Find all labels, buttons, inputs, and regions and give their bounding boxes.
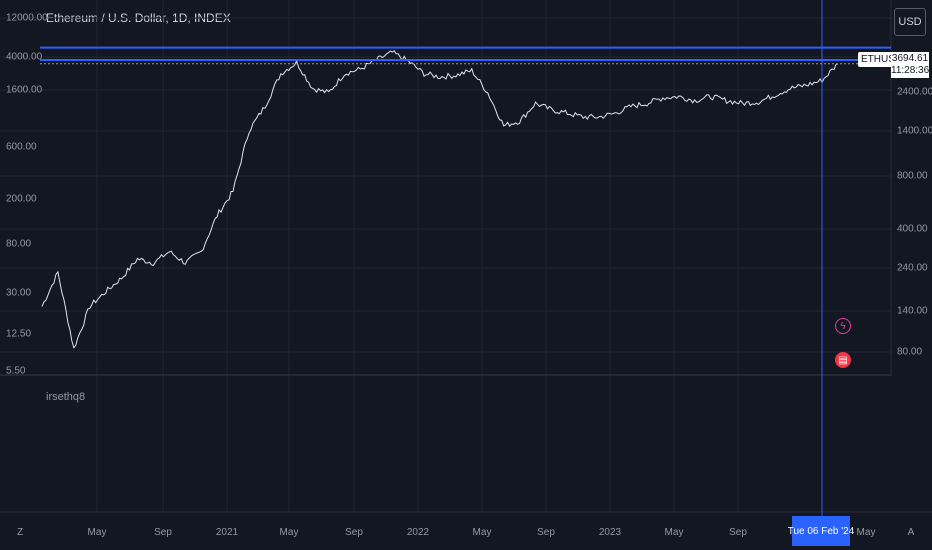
time-axis-label: 2021 [215,527,239,538]
indicator-pane-label: irsethq8 [46,391,86,403]
time-axis-label: Sep [154,527,172,538]
right-axis-tick: 80.00 [897,346,923,358]
price-series [41,49,839,349]
time-axis-label: Sep [537,527,555,538]
right-axis-tick: 140.00 [897,305,928,317]
right-axis-tick: 240.00 [897,262,928,274]
time-axis-label: May [664,527,684,538]
time-axis-label: May [87,527,107,538]
left-axis-tick: 30.00 [6,287,32,299]
time-axis-label: May [472,527,492,538]
chart-grid [0,0,891,512]
right-axis-tick: 400.00 [897,223,928,235]
time-axis-label: Sep [729,527,747,538]
left-axis-tick: 12.50 [6,328,32,340]
right-axis-tick: 1400.00 [897,125,932,137]
right-axis-tick: 800.00 [897,170,928,182]
left-axis-tick: 5.50 [6,365,26,377]
left-axis-tick: 1600.00 [6,84,43,96]
time-axis-label: 2022 [406,527,430,538]
crosshair-date-badge: Tue 06 Feb '24 [788,516,854,546]
left-axis-tick: 12000.00 [6,12,48,24]
time-axis-edge-left: Z [16,527,24,538]
last-price: 3694.61 [891,53,929,64]
left-axis-tick: 4000.00 [6,51,43,63]
left-axis-tick: 80.00 [6,238,32,250]
us-flag-event-icon[interactable]: ▤ [835,352,851,368]
bar-countdown: 11:28:36 [891,65,930,76]
lightning-event-icon[interactable]: ϟ [835,318,851,334]
currency-button[interactable]: USD [894,8,926,36]
right-axis-tick: 2400.00 [897,86,932,98]
horizontal-lines[interactable] [40,46,891,65]
left-axis-tick: 600.00 [6,141,37,153]
left-axis-tick: 200.00 [6,193,37,205]
last-price-box: 3694.61 11:28:36 [891,52,929,78]
time-axis-label: May [279,527,299,538]
time-axis-label: May [856,527,876,538]
time-axis-label: Sep [345,527,363,538]
time-axis-edge-right: A [907,527,915,538]
time-axis-label: 2023 [598,527,622,538]
